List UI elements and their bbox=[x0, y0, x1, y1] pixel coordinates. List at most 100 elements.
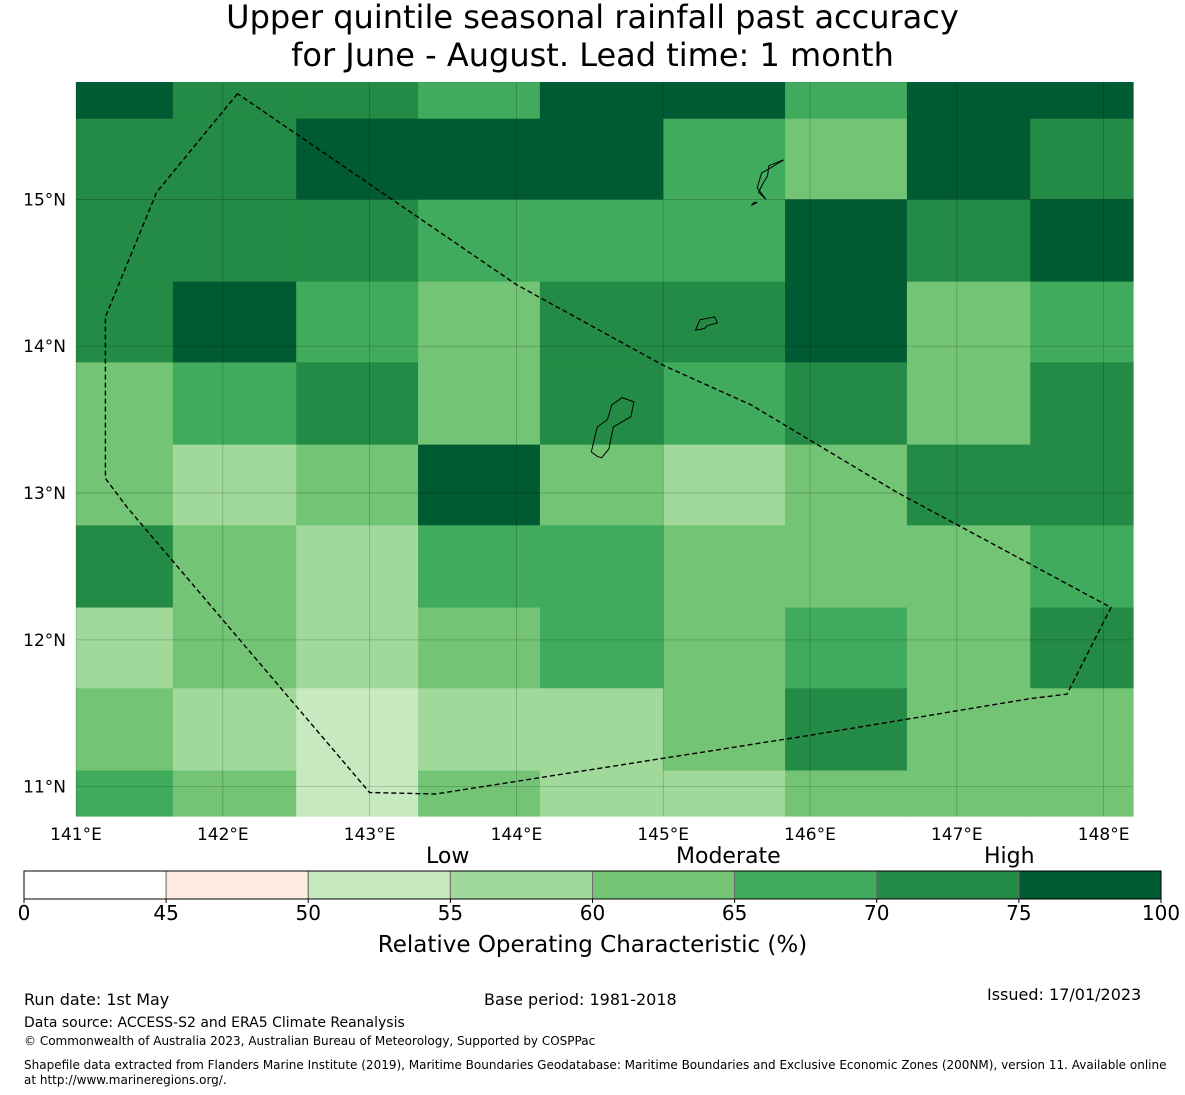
island-outline bbox=[694, 316, 719, 331]
roc-cell bbox=[172, 525, 297, 609]
copyright: © Commonwealth of Australia 2023, Austra… bbox=[24, 1034, 596, 1048]
roc-cell bbox=[539, 607, 664, 689]
roc-cell bbox=[785, 444, 908, 526]
roc-cell bbox=[539, 770, 664, 817]
roc-cell bbox=[296, 82, 419, 120]
roc-cell bbox=[418, 444, 541, 526]
roc-cell bbox=[76, 118, 174, 201]
roc-cell bbox=[1030, 281, 1134, 363]
roc-cell bbox=[906, 118, 1031, 201]
roc-cell bbox=[906, 82, 1031, 120]
roc-cell bbox=[906, 199, 1031, 283]
roc-cell bbox=[785, 607, 908, 689]
colorbar-tick-label: 100 bbox=[1142, 901, 1180, 925]
roc-cell bbox=[296, 199, 419, 283]
roc-cell bbox=[906, 607, 1031, 689]
roc-cell bbox=[418, 362, 541, 446]
roc-cell bbox=[906, 444, 1031, 526]
roc-cell bbox=[172, 688, 297, 772]
colorbar-tick-label: 70 bbox=[864, 901, 889, 925]
roc-cell bbox=[76, 444, 174, 526]
colorbar-axis-label: Relative Operating Characteristic (%) bbox=[377, 932, 808, 958]
roc-cell bbox=[172, 82, 297, 120]
latitude-tick-label: 11°N bbox=[23, 778, 66, 798]
roc-cell bbox=[76, 362, 174, 446]
roc-cell bbox=[172, 607, 297, 689]
roc-cell bbox=[663, 281, 786, 363]
roc-cell bbox=[539, 281, 664, 363]
roc-cell bbox=[539, 525, 664, 609]
roc-cell bbox=[296, 281, 419, 363]
base-period: Base period: 1981-2018 bbox=[484, 990, 677, 1009]
roc-cell bbox=[539, 118, 664, 201]
colorbar-bin bbox=[23, 870, 167, 900]
category-low-label: Low bbox=[426, 844, 470, 869]
roc-cell bbox=[172, 199, 297, 283]
roc-cell bbox=[663, 770, 786, 817]
roc-cell bbox=[172, 118, 297, 201]
roc-cell bbox=[906, 688, 1031, 772]
colorbar: 0 45 50 55 60 65 70 75 100 bbox=[18, 870, 1180, 925]
latitude-tick-label: 12°N bbox=[23, 631, 66, 651]
roc-cell bbox=[906, 770, 1031, 817]
roc-cell bbox=[906, 525, 1031, 609]
roc-cell bbox=[172, 770, 297, 817]
eez-boundary-layer bbox=[104, 93, 1112, 795]
colorbar-tick-label: 65 bbox=[722, 901, 747, 925]
roc-cell bbox=[76, 281, 174, 363]
data-source: Data source: ACCESS-S2 and ERA5 Climate … bbox=[24, 1015, 405, 1031]
colorbar-bin bbox=[592, 870, 736, 900]
longitude-tick-label: 148°E bbox=[1078, 825, 1130, 845]
roc-cell bbox=[1030, 199, 1134, 283]
roc-cell bbox=[76, 607, 174, 689]
colorbar-bin bbox=[449, 870, 593, 900]
roc-cell bbox=[785, 82, 908, 120]
roc-cell bbox=[76, 770, 174, 817]
island-outline bbox=[750, 201, 758, 206]
island-outline bbox=[590, 397, 635, 459]
roc-cell bbox=[172, 444, 297, 526]
roc-cell bbox=[539, 199, 664, 283]
roc-cell bbox=[1030, 362, 1134, 446]
roc-cell bbox=[785, 770, 908, 817]
lat-lon-gridlines bbox=[75, 82, 1133, 816]
roc-grid-cells bbox=[76, 82, 1134, 817]
roc-cell bbox=[663, 688, 786, 772]
roc-cell bbox=[418, 770, 541, 817]
roc-cell bbox=[418, 118, 541, 201]
longitude-tick-label: 141°E bbox=[50, 825, 102, 845]
longitude-tick-label: 145°E bbox=[637, 825, 689, 845]
colorbar-bin bbox=[165, 870, 309, 900]
latitude-tick-label: 14°N bbox=[23, 337, 66, 357]
roc-cell bbox=[539, 362, 664, 446]
latitude-tick-label: 15°N bbox=[23, 190, 66, 210]
longitude-tick-label: 144°E bbox=[491, 825, 543, 845]
roc-cell bbox=[539, 82, 664, 120]
roc-cell bbox=[663, 525, 786, 609]
roc-cell bbox=[172, 362, 297, 446]
roc-cell bbox=[663, 362, 786, 446]
map-title-line-2: for June - August. Lead time: 1 month bbox=[291, 36, 894, 74]
roc-cell bbox=[1030, 525, 1134, 609]
colorbar-tick-label: 50 bbox=[296, 901, 321, 925]
colorbar-tick-label: 60 bbox=[580, 901, 605, 925]
axis-tick-labels: 141°E 142°E 143°E 144°E 145°E 146°E 147°E 148°E… bbox=[23, 190, 1129, 845]
roc-cell bbox=[1030, 444, 1134, 526]
roc-cell bbox=[296, 362, 419, 446]
roc-cell bbox=[663, 444, 786, 526]
roc-cell bbox=[172, 281, 297, 363]
roc-cell bbox=[296, 444, 419, 526]
roc-cell bbox=[1030, 118, 1134, 201]
category-high-label: High bbox=[984, 844, 1035, 869]
map-title-line-1: Upper quintile seasonal rainfall past ac… bbox=[226, 0, 959, 36]
roc-cell bbox=[539, 688, 664, 772]
roc-cell bbox=[296, 688, 419, 772]
roc-cell bbox=[296, 118, 419, 201]
roc-cell bbox=[663, 118, 786, 201]
roc-cell bbox=[663, 82, 786, 120]
roc-cell bbox=[418, 82, 541, 120]
shapefile-credit-line-1: Shapefile data extracted from Flanders M… bbox=[24, 1058, 1167, 1072]
roc-cell bbox=[1030, 770, 1134, 817]
longitude-tick-label: 142°E bbox=[197, 825, 249, 845]
shapefile-credit-line-2: at http://www.marineregions.org/. bbox=[24, 1073, 227, 1087]
